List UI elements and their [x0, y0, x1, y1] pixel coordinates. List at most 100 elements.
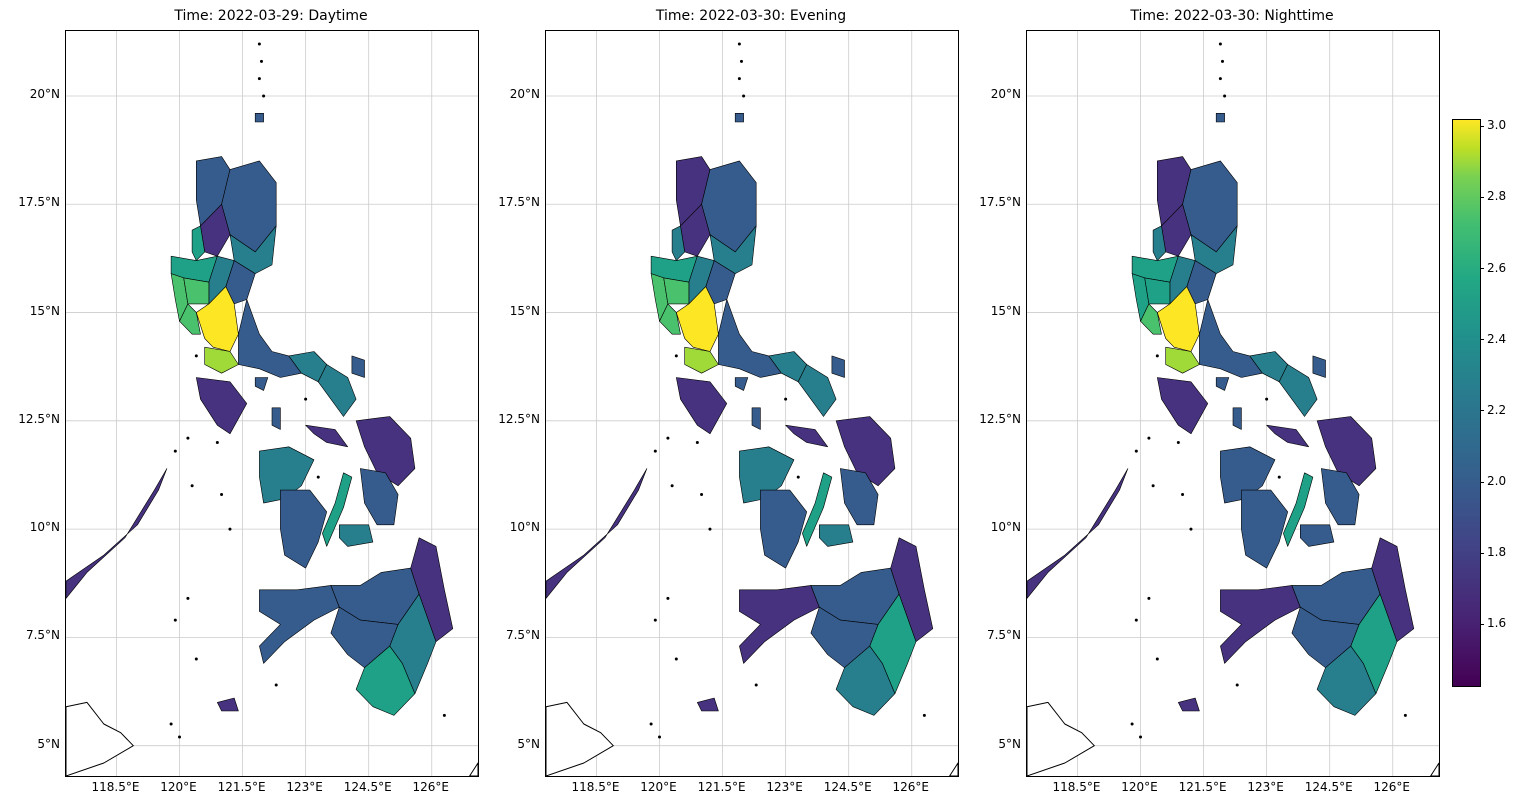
- y-tick-label: 17.5°N: [979, 195, 1021, 210]
- leyte-region: [839, 468, 879, 526]
- bohol-region: [818, 524, 854, 547]
- sulawesi-outline: [469, 762, 478, 776]
- map-frame: [65, 30, 479, 777]
- map-frame: [545, 30, 959, 777]
- small-island: [796, 475, 800, 479]
- small-island: [1134, 618, 1138, 622]
- small-island: [178, 735, 182, 739]
- small-island: [1181, 492, 1185, 496]
- bataan-region: [179, 303, 201, 335]
- colorbar-tick-label: 2.2: [1487, 402, 1507, 417]
- colorbar-tick-label: 2.6: [1487, 260, 1507, 275]
- x-tick-label: 126°E: [1373, 780, 1411, 794]
- small-island: [194, 657, 198, 661]
- x-tick-label: 120°E: [640, 780, 677, 794]
- small-island: [653, 449, 657, 453]
- colorbar-tick-mark: [1480, 623, 1484, 625]
- x-tick-label: 120°E: [1121, 780, 1158, 794]
- marinduque-region: [254, 377, 269, 391]
- small-island: [1218, 77, 1222, 81]
- small-island: [274, 683, 278, 687]
- sulu-region: [1178, 697, 1200, 712]
- small-island: [259, 59, 263, 63]
- x-tick-label: 124.5°E: [343, 780, 392, 794]
- y-tick-label: 12.5°N: [498, 411, 540, 426]
- x-tick-label: 118.5°E: [1052, 780, 1101, 794]
- mindoro-region: [1157, 377, 1209, 435]
- soccsksargen-region: [835, 645, 896, 716]
- y-tick-label: 20°N: [509, 86, 540, 101]
- y-tick-label: 7.5°N: [505, 628, 540, 643]
- samar-region: [1316, 416, 1377, 487]
- panel-title: Time: 2022-03-30: Evening: [655, 8, 847, 24]
- colorbar-tick-mark: [1480, 552, 1484, 554]
- albay-sorsogon-region: [317, 364, 357, 417]
- small-island: [674, 657, 678, 661]
- y-tick-label: 7.5°N: [986, 628, 1021, 643]
- sulawesi-outline: [1430, 762, 1439, 776]
- negros-region: [1241, 489, 1289, 569]
- masbate-region: [785, 424, 829, 448]
- small-island: [304, 397, 308, 401]
- map-frame: [1026, 30, 1440, 777]
- la-union-region: [671, 225, 685, 261]
- bohol-region: [338, 524, 374, 547]
- marinduque-region: [1215, 377, 1230, 391]
- bataan-region: [1140, 303, 1162, 335]
- babuyan-island: [734, 113, 744, 123]
- small-island: [316, 475, 320, 479]
- philippines-map: [546, 31, 958, 776]
- small-island: [708, 527, 712, 531]
- small-island: [666, 596, 670, 600]
- small-island: [186, 436, 190, 440]
- small-island: [1220, 59, 1224, 63]
- philippines-map: [66, 31, 478, 776]
- colorbar-tick-label: 1.6: [1487, 616, 1507, 631]
- panel-title: Time: 2022-03-29: Daytime: [174, 8, 368, 24]
- small-island: [215, 440, 219, 444]
- quezon-region: [1199, 299, 1263, 378]
- cavite-batangas-region: [1165, 346, 1200, 374]
- x-tick-label: 124.5°E: [1304, 780, 1353, 794]
- small-island: [1147, 436, 1151, 440]
- soccsksargen-region: [1316, 645, 1377, 716]
- y-tick-label: 12.5°N: [18, 411, 60, 426]
- zamboanga-region: [259, 585, 340, 664]
- catanduanes-region: [351, 355, 365, 378]
- x-tick-label: 121.5°E: [217, 780, 266, 794]
- x-tick-label: 120°E: [160, 780, 197, 794]
- romblon-region: [271, 407, 281, 430]
- small-island: [257, 42, 261, 46]
- samar-region: [355, 416, 416, 487]
- x-tick-label: 118.5°E: [91, 780, 140, 794]
- colorbar-tick-mark: [1480, 125, 1484, 127]
- colorbar-tick-mark: [1480, 268, 1484, 269]
- small-island: [1155, 354, 1159, 358]
- small-island: [194, 354, 198, 358]
- small-island: [186, 596, 190, 600]
- y-tick-label: 15°N: [990, 303, 1021, 318]
- small-island: [784, 397, 788, 401]
- small-island: [1130, 722, 1134, 726]
- zamboanga-region: [1220, 585, 1301, 664]
- leyte-region: [1320, 468, 1360, 526]
- small-island: [257, 77, 261, 81]
- small-island: [700, 492, 704, 496]
- small-island: [1223, 94, 1227, 98]
- samar-region: [835, 416, 896, 487]
- colorbar-tick-mark: [1480, 339, 1484, 341]
- x-tick-label: 126°E: [412, 780, 450, 794]
- small-island: [173, 618, 177, 622]
- babuyan-island: [1215, 113, 1225, 123]
- small-island: [674, 354, 678, 358]
- y-tick-label: 17.5°N: [498, 195, 540, 210]
- x-tick-label: 124.5°E: [823, 780, 872, 794]
- y-tick-label: 15°N: [509, 303, 540, 318]
- mindoro-region: [196, 377, 248, 435]
- small-island: [442, 713, 446, 717]
- small-island: [190, 484, 194, 488]
- small-island: [169, 722, 173, 726]
- cavite-batangas-region: [684, 346, 719, 374]
- small-island: [742, 94, 746, 98]
- small-island: [754, 683, 758, 687]
